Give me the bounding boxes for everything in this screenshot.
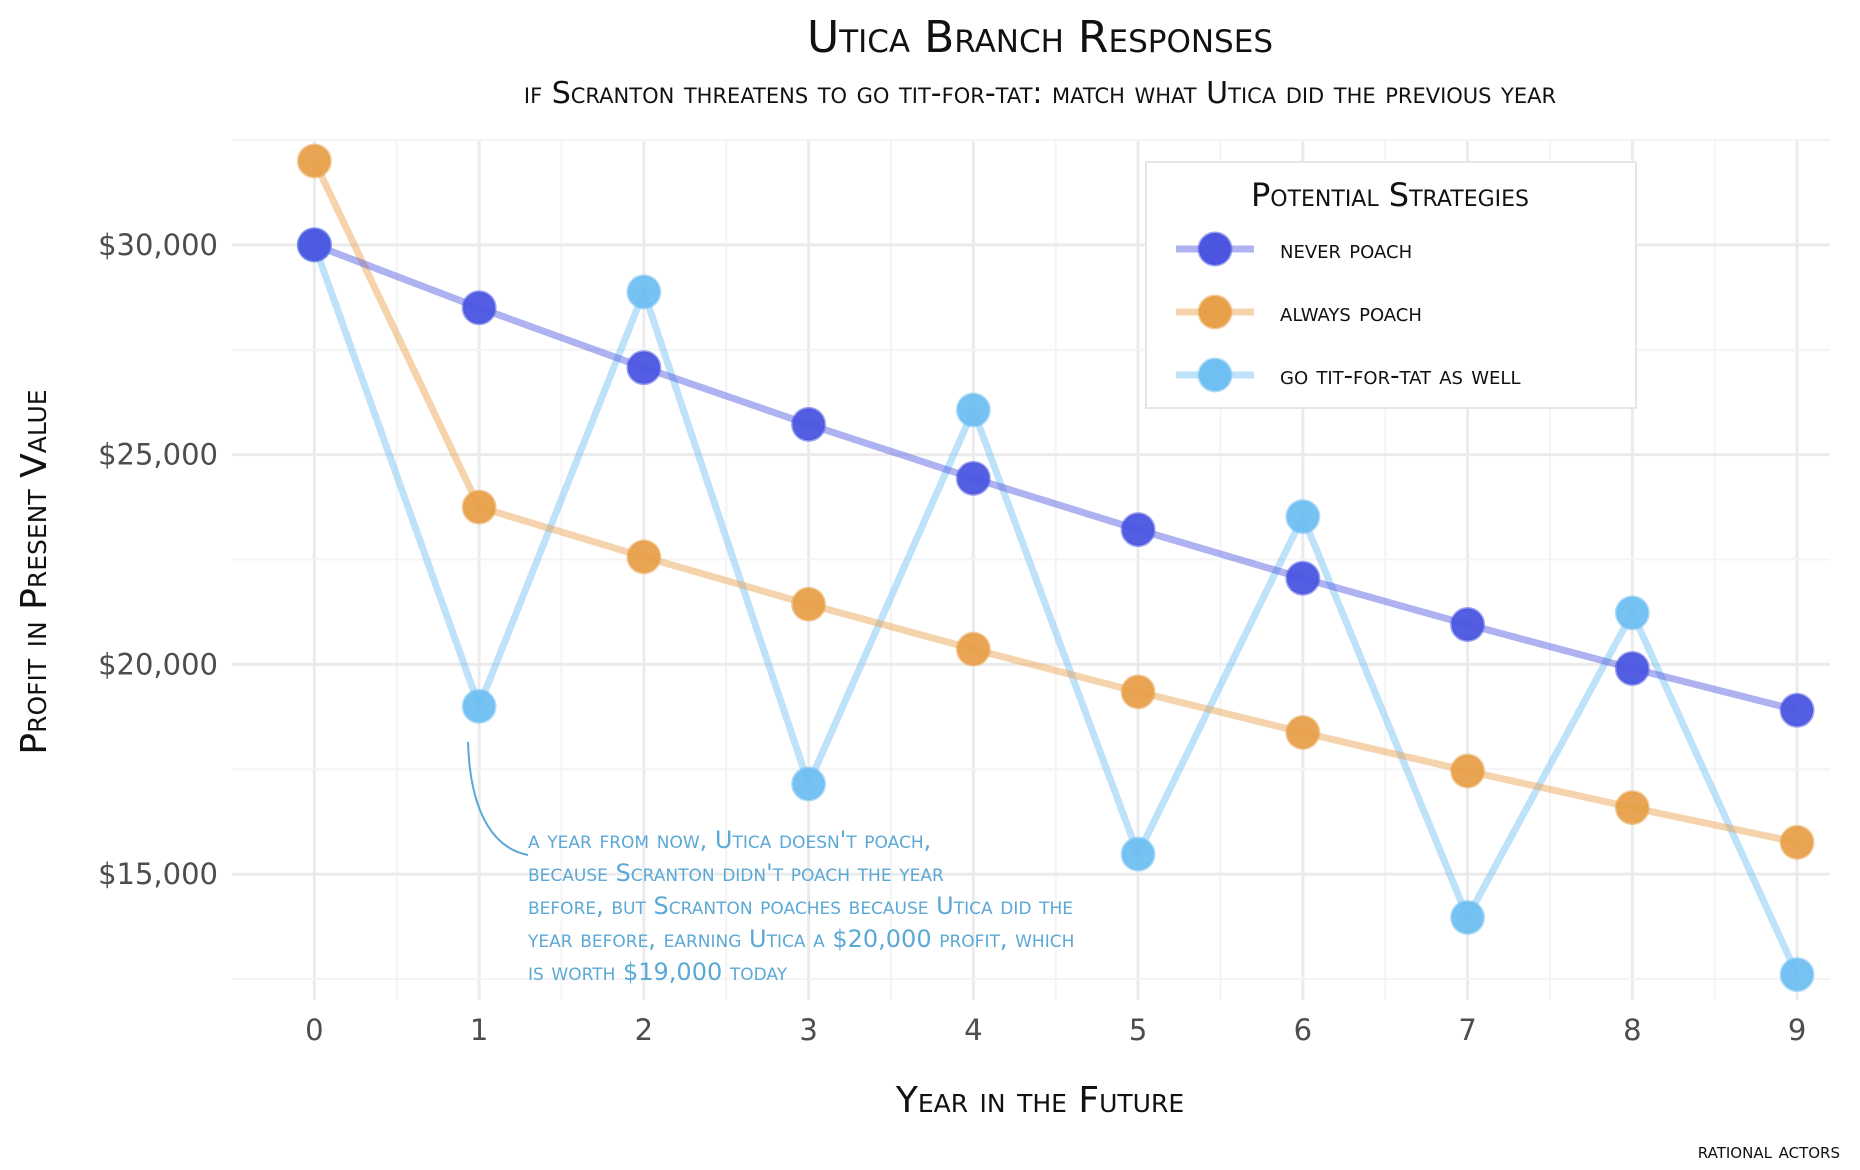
data-point: [791, 586, 827, 622]
x-tick-label: 8: [1623, 1013, 1641, 1047]
data-point: [955, 392, 991, 428]
chart-caption: rational actors: [1698, 1139, 1840, 1163]
data-point: [1285, 560, 1321, 596]
data-point: [1450, 899, 1486, 935]
data-point: [461, 688, 497, 724]
data-point: [1120, 836, 1156, 872]
x-tick-label: 5: [1129, 1013, 1147, 1047]
y-axis-title: Profit in Present Value: [14, 389, 55, 754]
legend-swatch-point: [1197, 231, 1233, 267]
data-point: [1614, 650, 1650, 686]
data-point: [1779, 957, 1815, 993]
annotation: a year from now, Utica doesn't poach, bec…: [467, 741, 1074, 986]
annotation-line: before, but Scranton poaches because Uti…: [528, 892, 1073, 920]
data-point: [1285, 499, 1321, 535]
x-tick-label: 1: [470, 1013, 488, 1047]
x-tick-label: 7: [1458, 1013, 1476, 1047]
annotation-arrow: [467, 741, 529, 856]
data-point: [1779, 824, 1815, 860]
data-point: [955, 631, 991, 667]
chart-title: Utica Branch Responses: [807, 12, 1273, 63]
series-line: [311, 243, 1801, 977]
x-tick-label: 9: [1788, 1013, 1806, 1047]
annotation-line: is worth $19,000 today: [528, 958, 788, 986]
legend: Potential Strategies never poach always p…: [1145, 161, 1637, 409]
data-point: [626, 539, 662, 575]
axis-ticks: 0 1 2 3 4 5 6 7 8 9 $15,000 $20,000 $25,000 $30,000: [98, 228, 1806, 1047]
data-point: [626, 350, 662, 386]
series-points: [296, 143, 1815, 993]
y-tick-label: $20,000: [98, 647, 218, 681]
y-tick-label: $25,000: [98, 438, 218, 472]
series-lines: [311, 159, 1801, 977]
data-point: [626, 274, 662, 310]
legend-items: never poach always poach go tit-for-tat as…: [1176, 231, 1520, 393]
annotation-text: a year from now, Utica doesn't poach, bec…: [527, 826, 1074, 986]
series-line: [313, 241, 1798, 714]
legend-label: always poach: [1280, 298, 1422, 328]
data-point: [461, 290, 497, 326]
x-tick-label: 6: [1294, 1013, 1312, 1047]
legend-swatch-point: [1197, 294, 1233, 330]
legend-swatch-point: [1197, 357, 1233, 393]
data-point: [1285, 714, 1321, 750]
x-tick-label: 0: [305, 1013, 323, 1047]
data-point: [1614, 595, 1650, 631]
annotation-line: year before, earning Utica a $20,000 pro…: [527, 925, 1074, 953]
data-point: [791, 766, 827, 802]
data-point: [461, 489, 497, 525]
annotation-line: a year from now, Utica doesn't poach,: [528, 826, 931, 854]
legend-label: go tit-for-tat as well: [1280, 361, 1520, 391]
data-point: [791, 406, 827, 442]
x-tick-label: 3: [799, 1013, 817, 1047]
data-point: [1450, 607, 1486, 643]
x-tick-label: 4: [964, 1013, 982, 1047]
y-tick-label: $15,000: [98, 857, 218, 891]
legend-title: Potential Strategies: [1251, 176, 1529, 214]
data-point: [1450, 753, 1486, 789]
data-point: [1614, 790, 1650, 826]
legend-label: never poach: [1280, 235, 1412, 265]
x-axis-title: Year in the Future: [895, 1080, 1184, 1121]
annotation-line: because Scranton didn't poach the year: [528, 859, 944, 887]
y-tick-label: $30,000: [98, 228, 218, 262]
data-point: [1120, 512, 1156, 548]
data-point: [955, 460, 991, 496]
data-point: [296, 143, 332, 179]
series-line: [311, 159, 1798, 846]
data-point: [296, 227, 332, 263]
x-tick-label: 2: [635, 1013, 653, 1047]
data-point: [1120, 674, 1156, 710]
data-point: [1779, 692, 1815, 728]
chart-subtitle: if Scranton threatens to go tit-for-tat:…: [524, 76, 1556, 111]
